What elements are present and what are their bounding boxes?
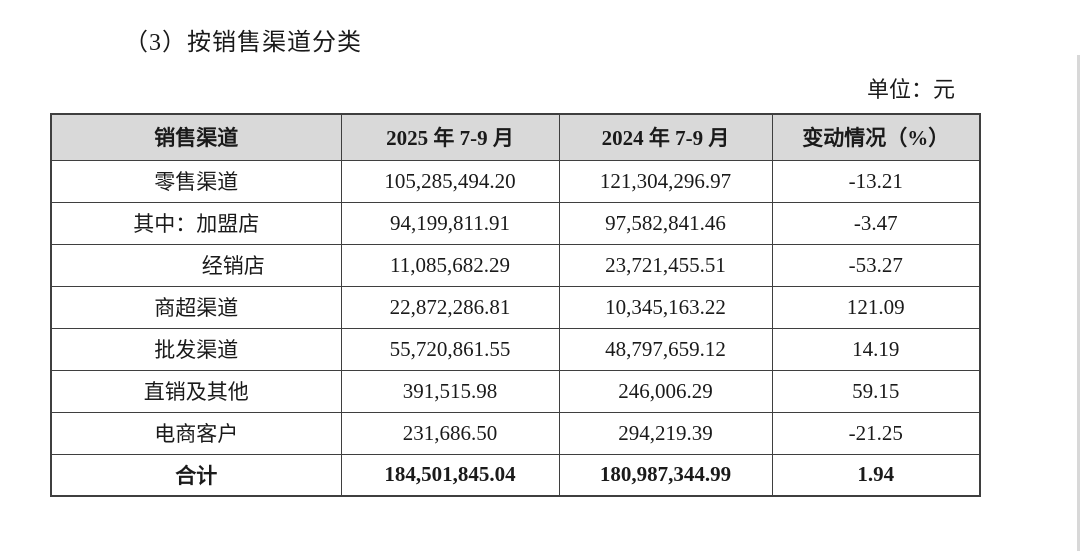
table-row: 批发渠道 55,720,861.55 48,797,659.12 14.19 [50,327,981,371]
value-2024-cell: 97,582,841.46 [558,201,773,245]
header-period-2025: 2025 年 7-9 月 [340,113,560,161]
change-pct-cell: -53.27 [771,243,981,287]
table-row: 直销及其他 391,515.98 246,006.29 59.15 [50,369,981,413]
value-2024-cell: 10,345,163.22 [558,285,773,329]
value-2025-cell: 231,686.50 [340,411,560,455]
value-2024-cell: 246,006.29 [558,369,773,413]
change-pct-cell: -3.47 [771,201,981,245]
total-2024-cell: 180,987,344.99 [558,453,773,497]
value-2024-cell: 48,797,659.12 [558,327,773,371]
header-change-pct: 变动情况（%） [771,113,981,161]
header-period-2024: 2024 年 7-9 月 [558,113,773,161]
table-row: 其中：加盟店 94,199,811.91 97,582,841.46 -3.47 [50,201,981,245]
change-pct-cell: 121.09 [771,285,981,329]
total-change-pct-cell: 1.94 [771,453,981,497]
channel-cell: 直销及其他 [50,369,342,413]
total-label-cell: 合计 [50,453,342,497]
sales-channel-table: 销售渠道 2025 年 7-9 月 2024 年 7-9 月 变动情况（%） 零… [50,113,981,497]
channel-label: 经销店 [201,254,265,278]
table-row: 电商客户 231,686.50 294,219.39 -21.25 [50,411,981,455]
section-title: （3）按销售渠道分类 [124,30,362,56]
change-pct-cell: 14.19 [771,327,981,371]
value-2025-cell: 94,199,811.91 [340,201,560,245]
total-2025-cell: 184,501,845.04 [340,453,560,497]
channel-cell: 其中：加盟店 [50,201,342,245]
table-row: 商超渠道 22,872,286.81 10,345,163.22 121.09 [50,285,981,329]
scan-edge-artifact [1077,55,1080,551]
value-2025-cell: 22,872,286.81 [340,285,560,329]
value-2025-cell: 105,285,494.20 [340,159,560,203]
table-row: 零售渠道 105,285,494.20 121,304,296.97 -13.2… [50,159,981,203]
channel-cell: 零售渠道 [50,159,342,203]
channel-cell: 经销店 [50,243,342,287]
change-pct-cell: 59.15 [771,369,981,413]
header-sales-channel: 销售渠道 [50,113,342,161]
table-total-row: 合计 184,501,845.04 180,987,344.99 1.94 [50,453,981,497]
value-2025-cell: 11,085,682.29 [340,243,560,287]
table-header-row: 销售渠道 2025 年 7-9 月 2024 年 7-9 月 变动情况（%） [50,113,981,161]
channel-cell: 批发渠道 [50,327,342,371]
channel-cell: 电商客户 [50,411,342,455]
value-2024-cell: 23,721,455.51 [558,243,773,287]
value-2025-cell: 55,720,861.55 [340,327,560,371]
unit-label: 单位：元 [866,77,955,102]
table-row: 经销店 11,085,682.29 23,721,455.51 -53.27 [50,243,981,287]
value-2024-cell: 294,219.39 [558,411,773,455]
value-2025-cell: 391,515.98 [340,369,560,413]
value-2024-cell: 121,304,296.97 [558,159,773,203]
change-pct-cell: -13.21 [771,159,981,203]
channel-cell: 商超渠道 [50,285,342,329]
change-pct-cell: -21.25 [771,411,981,455]
